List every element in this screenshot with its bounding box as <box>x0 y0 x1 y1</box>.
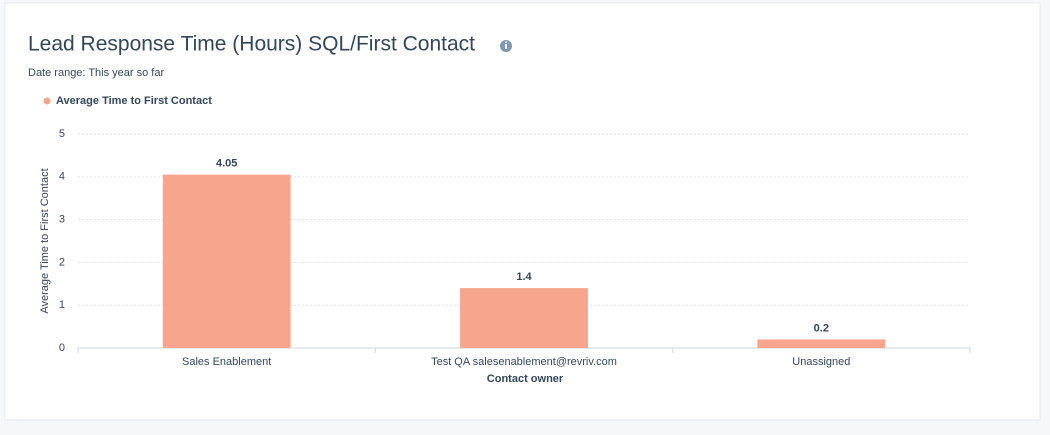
value-label: 4.05 <box>216 158 237 170</box>
bar <box>460 288 588 348</box>
x-tick-label: Sales Enablement <box>182 356 271 368</box>
x-tick-label: Unassigned <box>792 356 850 368</box>
chart-title: Lead Response Time (Hours) SQL/First Con… <box>28 33 475 56</box>
y-tick-label: 0 <box>59 342 65 354</box>
y-tick-label: 4 <box>59 171 65 183</box>
y-tick-label: 3 <box>59 214 65 226</box>
x-axis-title: Contact owner <box>487 373 564 385</box>
y-tick-label: 5 <box>59 128 65 140</box>
subtitle: Date range: This year so far <box>28 67 164 79</box>
y-tick-label: 2 <box>59 256 65 268</box>
value-label: 0.2 <box>814 322 829 334</box>
info-icon[interactable] <box>500 40 512 52</box>
bar <box>162 174 291 348</box>
legend-marker <box>43 97 51 105</box>
bar <box>757 339 886 348</box>
y-tick-label: 1 <box>59 299 65 311</box>
x-tick-label: Test QA salesenablement@revriv.com <box>431 356 617 368</box>
value-label: 1.4 <box>516 271 532 283</box>
legend-label: Average Time to First Contact <box>56 95 212 107</box>
y-axis-title: Average Time to First Contact <box>39 168 51 313</box>
